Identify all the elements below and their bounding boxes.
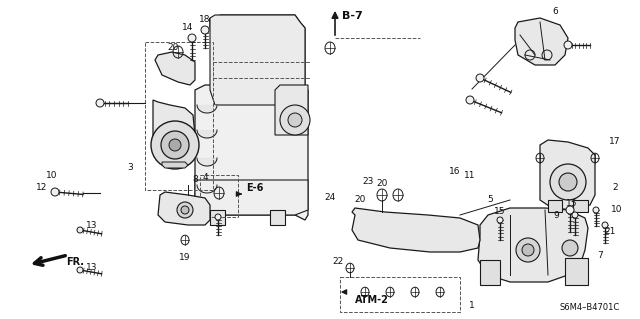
Ellipse shape (77, 227, 83, 233)
Ellipse shape (593, 207, 599, 213)
Text: 18: 18 (199, 16, 211, 25)
Text: B-7: B-7 (342, 11, 362, 21)
Text: S6M4–B4701C: S6M4–B4701C (560, 303, 620, 313)
Polygon shape (548, 200, 562, 212)
Text: 10: 10 (611, 205, 623, 214)
Text: 15: 15 (494, 207, 506, 217)
Text: 2: 2 (612, 183, 618, 192)
Polygon shape (153, 100, 195, 148)
Ellipse shape (476, 74, 484, 82)
Text: 13: 13 (86, 263, 98, 272)
Polygon shape (515, 18, 568, 65)
Polygon shape (195, 180, 308, 215)
Ellipse shape (497, 217, 503, 223)
Ellipse shape (288, 113, 302, 127)
Bar (145, 42, 213, 190)
Ellipse shape (280, 105, 310, 135)
Text: 12: 12 (36, 183, 48, 192)
Text: 14: 14 (182, 24, 194, 33)
Ellipse shape (77, 267, 83, 273)
Ellipse shape (169, 139, 181, 151)
Ellipse shape (51, 188, 59, 196)
Polygon shape (158, 192, 210, 225)
Ellipse shape (466, 96, 474, 104)
Text: 1: 1 (469, 300, 475, 309)
Text: 24: 24 (324, 194, 335, 203)
Ellipse shape (572, 212, 578, 218)
Ellipse shape (562, 240, 578, 256)
Text: 11: 11 (464, 170, 476, 180)
Ellipse shape (177, 202, 193, 218)
Ellipse shape (161, 131, 189, 159)
Polygon shape (478, 208, 588, 282)
Text: 6: 6 (552, 8, 558, 17)
Text: 16: 16 (449, 167, 461, 176)
Polygon shape (162, 162, 188, 168)
Polygon shape (195, 85, 308, 220)
Polygon shape (270, 210, 285, 225)
Ellipse shape (181, 206, 189, 214)
Text: 7: 7 (597, 250, 603, 259)
Text: 20: 20 (167, 43, 179, 53)
Bar (340, 277, 460, 312)
Ellipse shape (602, 222, 608, 228)
Text: 9: 9 (553, 211, 559, 219)
Bar (200, 175, 238, 217)
Text: 21: 21 (604, 227, 616, 236)
Text: 4: 4 (202, 174, 208, 182)
Text: E-6: E-6 (246, 183, 264, 193)
Text: 20: 20 (355, 196, 365, 204)
Text: 22: 22 (332, 257, 344, 266)
Ellipse shape (215, 214, 221, 220)
Ellipse shape (516, 238, 540, 262)
Polygon shape (540, 140, 595, 210)
Ellipse shape (522, 244, 534, 256)
Text: 23: 23 (362, 177, 374, 187)
Polygon shape (275, 85, 308, 135)
Ellipse shape (96, 99, 104, 107)
Ellipse shape (559, 173, 577, 191)
Text: 10: 10 (46, 170, 58, 180)
Ellipse shape (566, 206, 574, 214)
Polygon shape (210, 15, 305, 105)
Text: 15: 15 (566, 198, 578, 207)
Ellipse shape (151, 121, 199, 169)
Polygon shape (210, 15, 305, 105)
Ellipse shape (564, 41, 572, 49)
Text: ATM-2: ATM-2 (355, 295, 389, 305)
Text: FR.: FR. (66, 257, 84, 267)
Ellipse shape (201, 26, 209, 34)
Polygon shape (480, 260, 500, 285)
Polygon shape (155, 52, 195, 85)
Ellipse shape (550, 164, 586, 200)
Text: 5: 5 (487, 196, 493, 204)
Polygon shape (573, 200, 588, 212)
Text: 17: 17 (609, 137, 621, 146)
Text: 3: 3 (127, 164, 133, 173)
Text: 19: 19 (179, 254, 191, 263)
Ellipse shape (188, 34, 196, 42)
Text: 8: 8 (192, 175, 198, 184)
Polygon shape (352, 208, 480, 252)
Text: 20: 20 (376, 179, 388, 188)
Polygon shape (565, 258, 588, 285)
Polygon shape (210, 210, 225, 225)
Text: 13: 13 (86, 220, 98, 229)
